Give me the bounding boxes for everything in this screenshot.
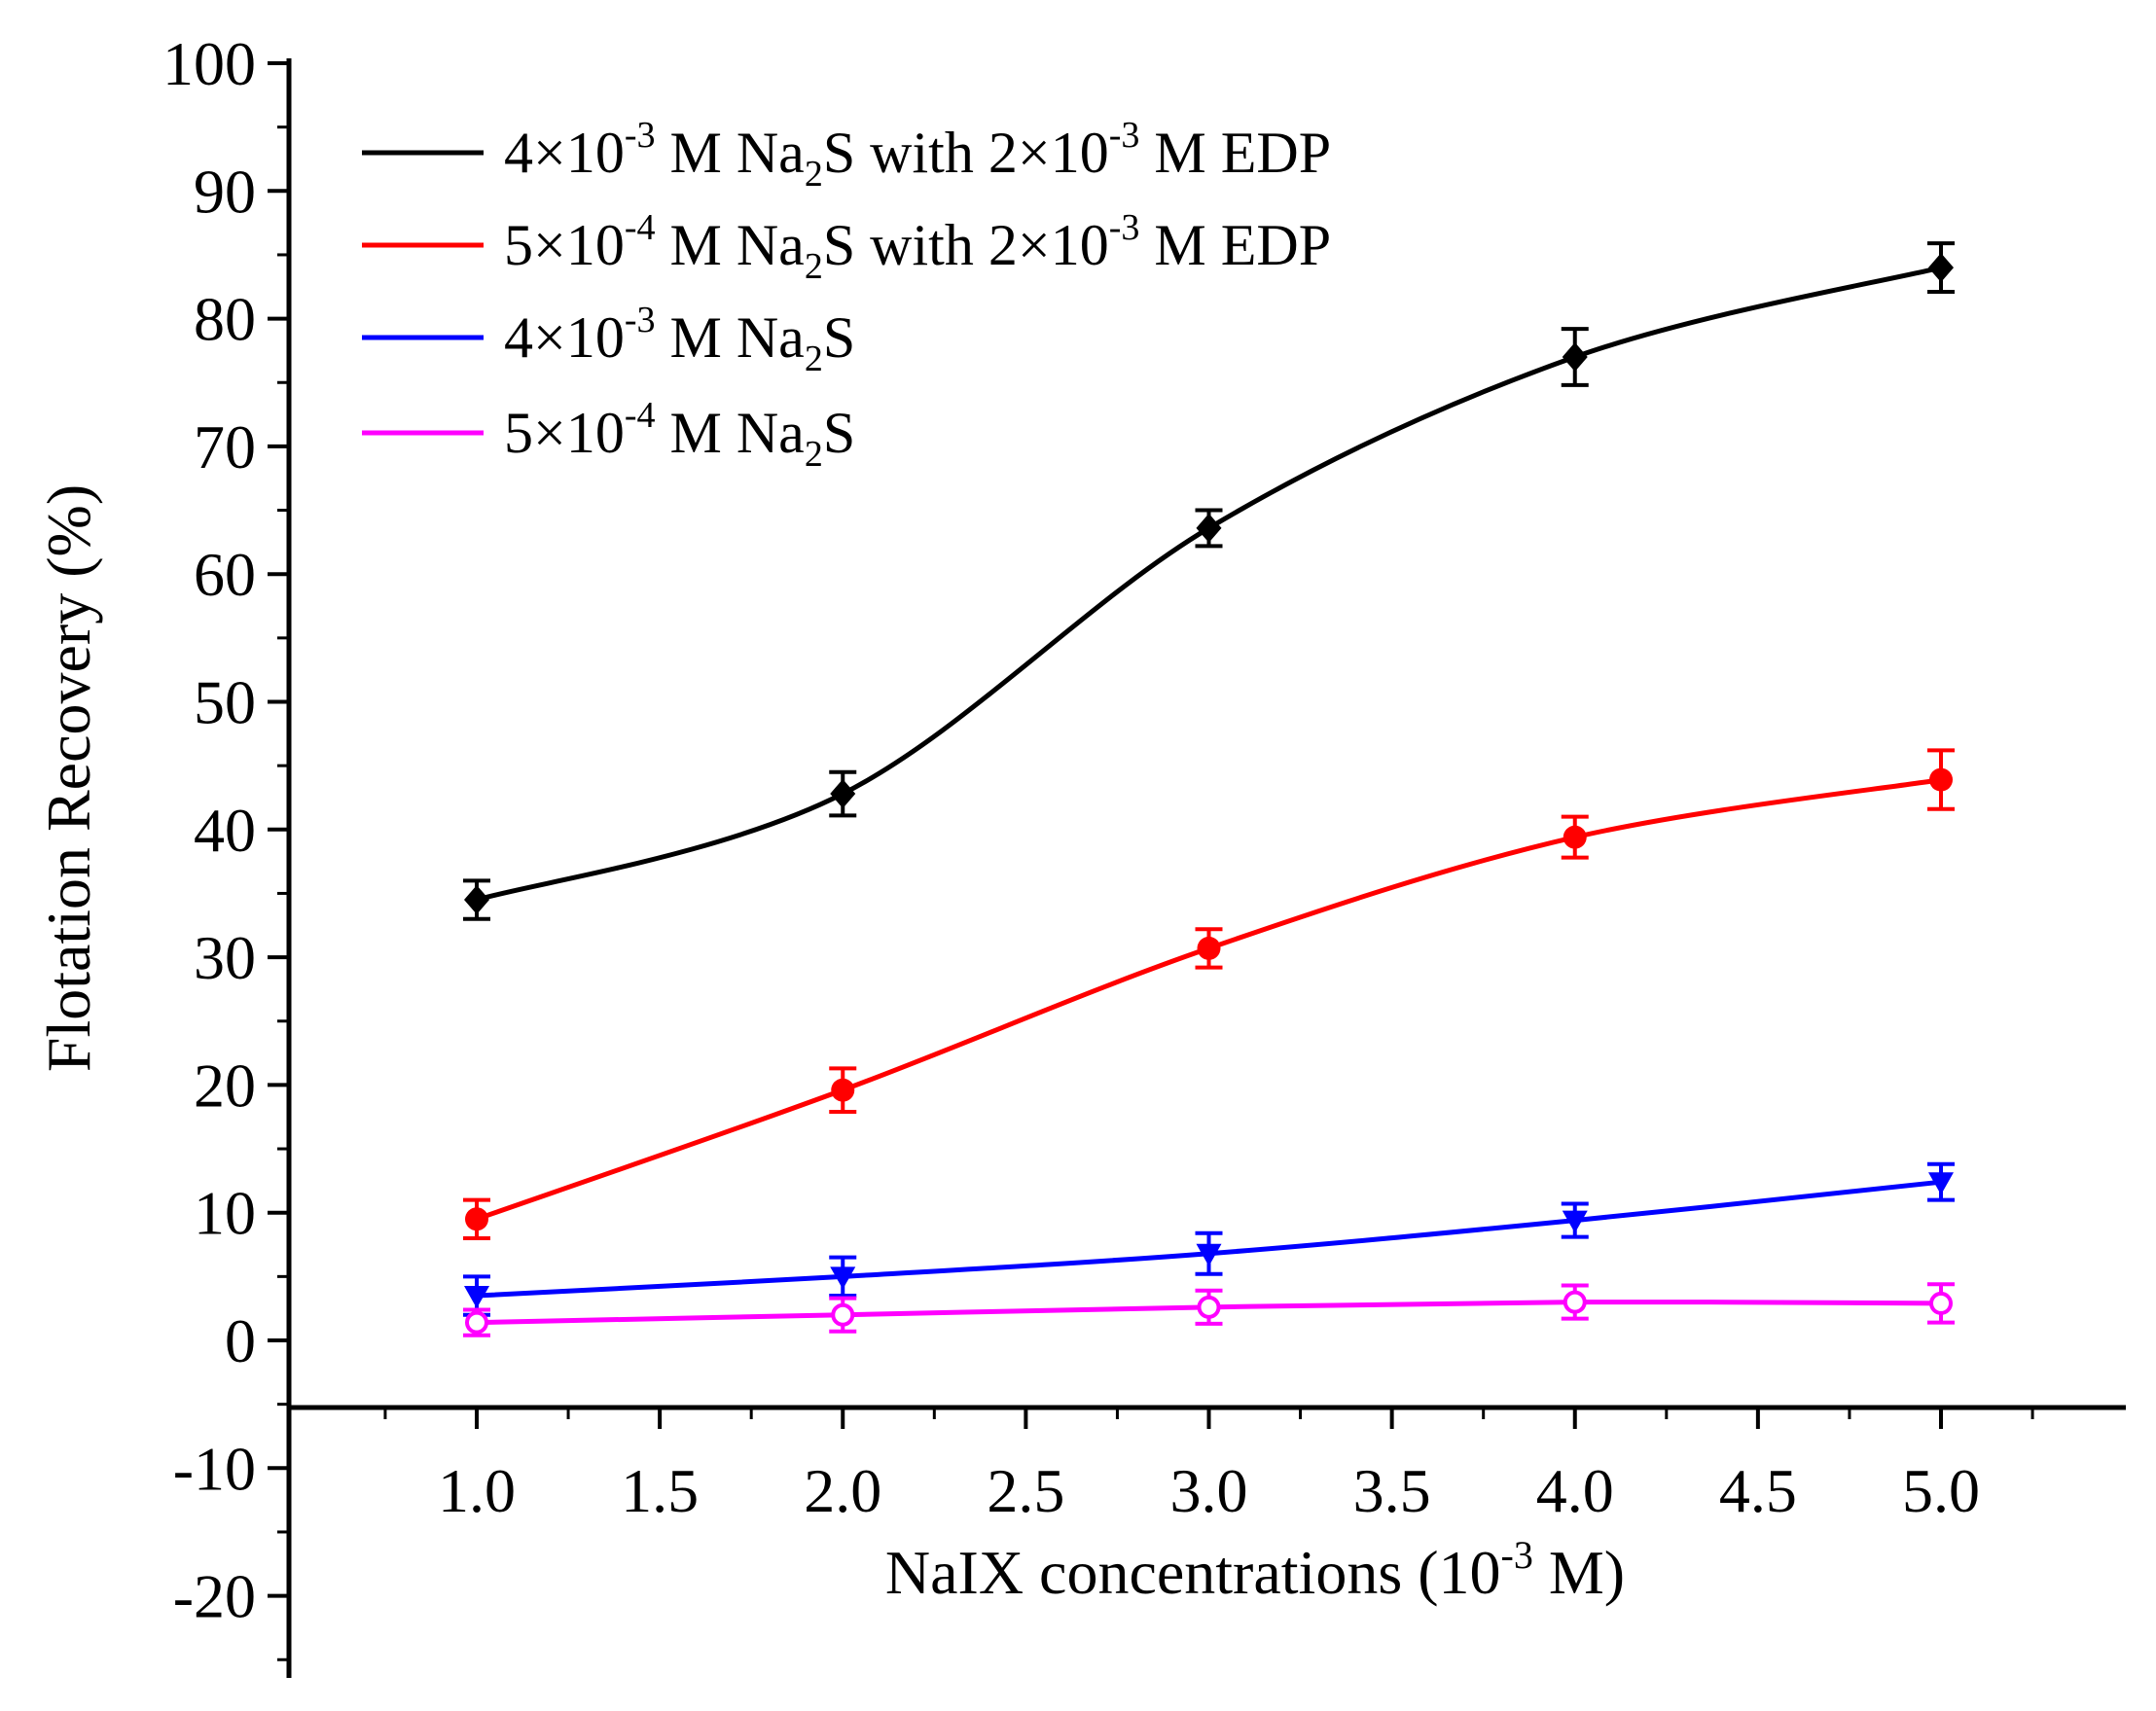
legend-label-3: 4×10-3 M Na2S (504, 300, 855, 379)
y-tick-label: 0 (225, 1306, 256, 1375)
legend-text-part: M EDP (1139, 213, 1331, 277)
legend-text-part: -4 (625, 395, 656, 436)
data-point (830, 1266, 856, 1290)
data-point (1196, 1243, 1222, 1266)
legend-text-part: 2 (805, 246, 823, 287)
y-tick-label: 60 (194, 540, 256, 609)
x-tick-label: 2.0 (804, 1456, 881, 1525)
legend-text-part: 2 (805, 339, 823, 379)
y-tick-label: 10 (194, 1179, 256, 1248)
data-point (1928, 1172, 1954, 1195)
data-point (1197, 1295, 1221, 1319)
legend-text-part: -3 (625, 115, 656, 156)
y-tick-label: 80 (194, 285, 256, 354)
series-4 (463, 1282, 1955, 1337)
x-axis-title: NaIX concentrations (10-3 M) (885, 1533, 1625, 1607)
series-1 (463, 241, 1955, 921)
legend-text-part: 5×10 (504, 213, 625, 277)
y-tick-label: -10 (173, 1434, 256, 1503)
data-point (1196, 513, 1222, 543)
x-tick-label: 4.0 (1536, 1456, 1614, 1525)
legend-text-part: S with 2×10 (823, 121, 1109, 185)
x-tick-label: 2.5 (987, 1456, 1064, 1525)
x-tick-label: 3.5 (1353, 1456, 1431, 1525)
series-layer (463, 241, 1955, 1337)
y-tick-label: -20 (173, 1562, 256, 1631)
legend-text-part: M Na (656, 213, 805, 277)
x-axis-title-main: NaIX concentrations (10 (885, 1538, 1501, 1607)
data-point (1197, 936, 1221, 960)
data-point (465, 1207, 488, 1231)
series-3 (463, 1161, 1955, 1317)
data-point (464, 885, 489, 915)
data-point (1562, 1210, 1588, 1233)
data-point (1563, 1290, 1587, 1314)
data-point (1929, 1291, 1953, 1315)
x-tick-label: 1.0 (438, 1456, 516, 1525)
y-tick-label: 100 (162, 29, 256, 98)
legend-text-part: M EDP (1139, 121, 1331, 185)
x-tick-label: 4.5 (1719, 1456, 1797, 1525)
data-point (1563, 825, 1587, 849)
y-tick-label: 30 (194, 923, 256, 992)
legend-text-part: S (823, 305, 855, 370)
x-tick-label: 5.0 (1902, 1456, 1980, 1525)
legend-text-part: -3 (1109, 207, 1140, 248)
data-point (1929, 767, 1953, 792)
x-axis-title-end: M) (1533, 1538, 1625, 1607)
legend-text-part: S with 2×10 (823, 213, 1109, 277)
legend-text-part: -4 (625, 207, 656, 248)
data-point (1562, 341, 1588, 372)
legend-label-4: 5×10-4 M Na2S (504, 395, 855, 475)
legend-text-part: M Na (656, 401, 805, 465)
legend-text-part: 2 (805, 434, 823, 475)
legend-text-part: S (823, 401, 855, 465)
legend-text-part: M Na (656, 305, 805, 370)
x-axis-title-sup: -3 (1501, 1533, 1533, 1577)
legend-text-part: 4×10 (504, 121, 625, 185)
legend-text-part: -3 (1109, 115, 1140, 156)
data-point (1928, 253, 1954, 283)
legend-text-part: -3 (625, 300, 656, 340)
legend-label-2: 5×10-4 M Na2S with 2×10-3 M EDP (504, 207, 1331, 287)
y-tick-label: 90 (194, 157, 256, 226)
data-point (465, 1310, 488, 1335)
data-point (831, 1302, 855, 1327)
data-point (830, 779, 856, 809)
y-tick-label: 20 (194, 1051, 256, 1120)
data-point (464, 1286, 489, 1309)
axes: -20 -10 0 10 20 30 40 50 60 70 80 90 100 1.0 1.5 2.0 2.5… (162, 29, 2126, 1678)
legend-text-part: 4×10 (504, 305, 625, 370)
y-tick-label: 50 (194, 668, 256, 737)
y-tick-label: 70 (194, 412, 256, 481)
legend-label-1: 4×10-3 M Na2S with 2×10-3 M EDP (504, 115, 1331, 195)
y-tick-label: 40 (194, 796, 256, 865)
x-tick-label: 1.5 (621, 1456, 699, 1525)
data-point (831, 1078, 855, 1102)
legend-text-part: M Na (656, 121, 805, 185)
y-axis-title: Flotation Recovery (%) (34, 484, 103, 1072)
x-tick-label: 3.0 (1170, 1456, 1248, 1525)
series-2 (463, 748, 1955, 1240)
legend-text-part: 2 (805, 154, 823, 195)
legend-text-part: 5×10 (504, 401, 625, 465)
